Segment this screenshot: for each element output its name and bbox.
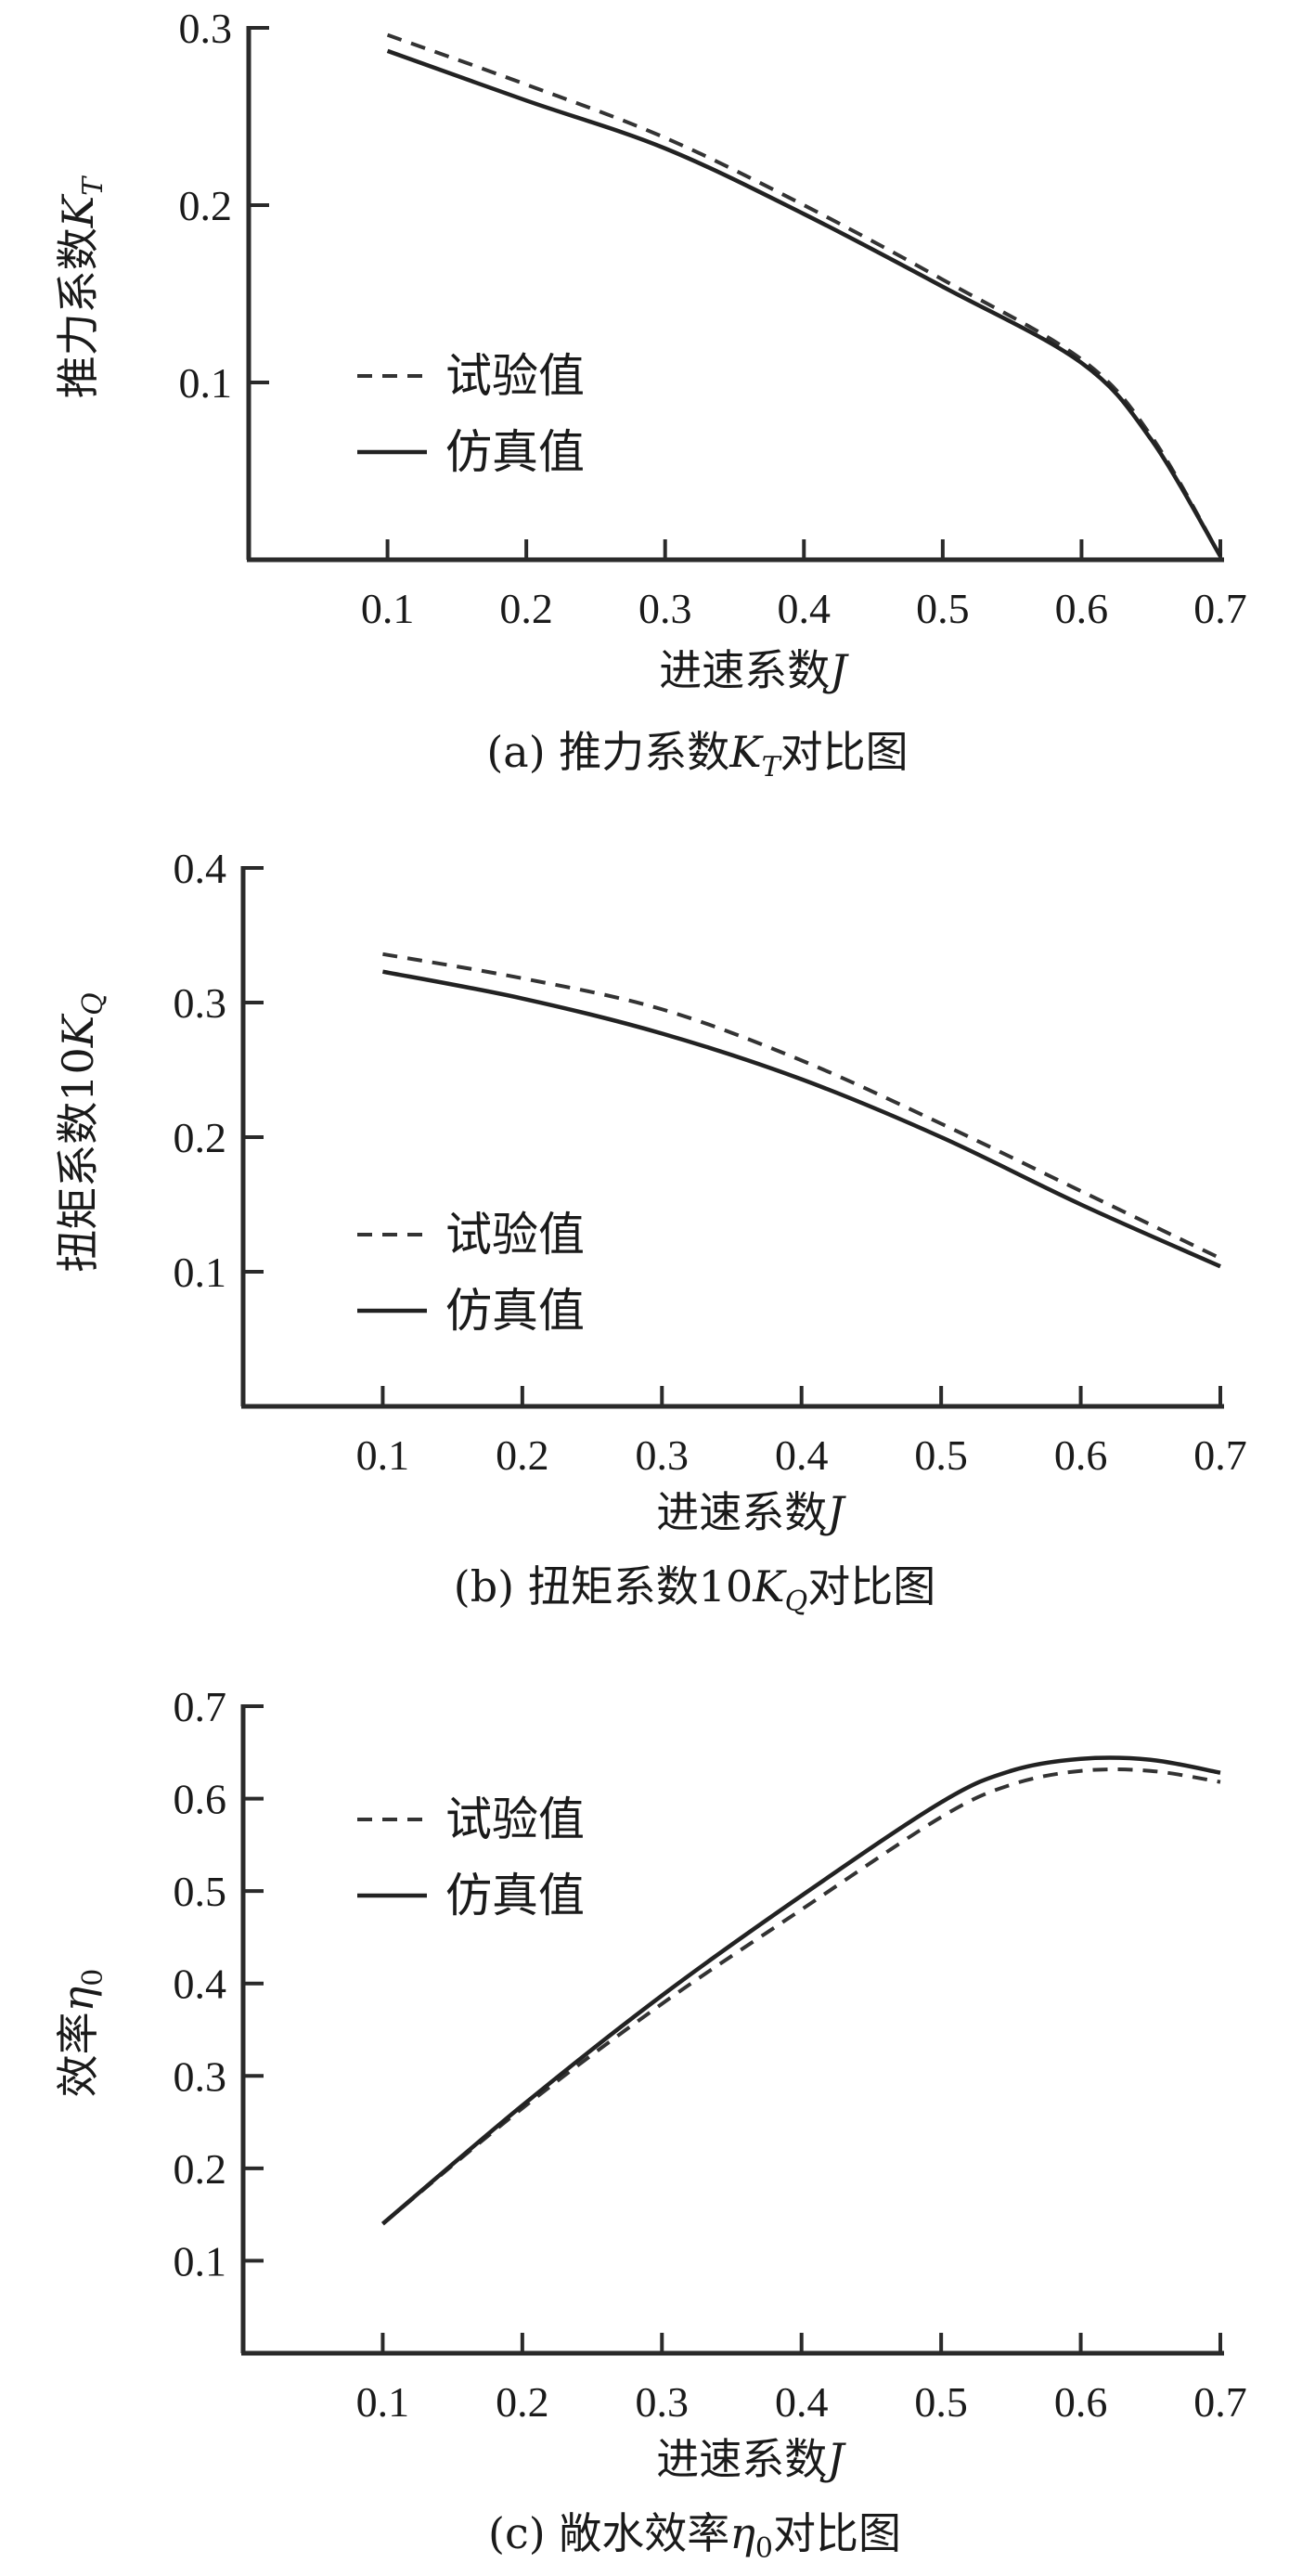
x-tick-label: 0.5 <box>914 2378 968 2426</box>
caption-prefix: (a) 推力系数 <box>486 727 729 777</box>
legend-label-experiment: 试验值 <box>445 349 585 403</box>
y-axis-title: 效率η0 <box>53 1969 110 2098</box>
y-axis-title-text: 效率 <box>53 2012 103 2097</box>
y-tick-label: 0.2 <box>174 2145 227 2193</box>
y-axis-title-symbol: η <box>53 1986 103 2012</box>
y-axis-title-text: 推力系数 <box>53 227 103 398</box>
legend-label-simulation: 仿真值 <box>445 1284 585 1338</box>
y-tick-label: 0.2 <box>174 1114 227 1161</box>
legend-label-experiment: 试验值 <box>445 1208 585 1262</box>
y-tick-label: 0.1 <box>179 359 233 407</box>
y-tick-label: 0.5 <box>174 1868 227 1915</box>
y-tick-label: 0.1 <box>174 1249 227 1296</box>
legend-label-simulation: 仿真值 <box>445 425 585 479</box>
y-axis-title-subscript: 0 <box>77 1969 110 1987</box>
caption-suffix: 对比图 <box>773 2508 901 2558</box>
x-tick-label: 0.7 <box>1193 585 1247 632</box>
x-tick-label: 0.6 <box>1055 585 1109 632</box>
y-tick-label: 0.1 <box>174 2237 227 2285</box>
x-tick-label: 0.1 <box>356 2378 410 2426</box>
chart-a: 0.1 0.2 0.3 0.1 0.2 0.3 0.4 0.5 0.6 0.7 试验值仿真值进速系数… <box>53 5 1247 783</box>
caption-subscript: T <box>762 751 782 783</box>
y-axis-title: 推力系数KT <box>53 175 110 398</box>
y-axis-title-subscript: Q <box>77 992 110 1016</box>
legend-label-experiment: 试验值 <box>445 1793 585 1846</box>
caption-subscript: 0 <box>755 2532 773 2565</box>
y-axis-title-subscript: T <box>77 175 110 196</box>
y-axis-title-symbol: K <box>53 1013 103 1048</box>
y-axis-title-symbol: K <box>53 193 103 228</box>
series-line-experiment <box>381 1767 1221 2226</box>
caption-symbol: η <box>729 2508 755 2558</box>
series-line-simulation <box>380 1755 1221 2226</box>
caption-suffix: 对比图 <box>780 727 909 777</box>
x-tick-label: 0.5 <box>916 585 970 632</box>
x-tick-label: 0.2 <box>499 585 553 632</box>
figure-caption: (a) 推力系数KT对比图 <box>486 727 908 783</box>
x-tick-label: 0.6 <box>1054 1431 1108 1479</box>
x-tick-label: 0.5 <box>914 1431 968 1479</box>
y-tick-label: 0.3 <box>174 2052 227 2100</box>
series-line-simulation <box>382 969 1221 1269</box>
x-tick-label: 0.7 <box>1193 1431 1247 1479</box>
x-axis-title: 进速系数J <box>656 2434 846 2484</box>
x-tick-label: 0.2 <box>496 2378 549 2426</box>
y-tick-label: 0.3 <box>179 5 233 52</box>
x-tick-label: 0.3 <box>636 1431 690 1479</box>
x-tick-label: 0.4 <box>775 2378 829 2426</box>
x-tick-label: 0.3 <box>636 2378 690 2426</box>
x-axis-title-text: 进速系数 <box>656 2434 827 2484</box>
caption-prefix: (b) 扭矩系数10 <box>454 1561 754 1612</box>
caption-prefix: (c) 敞水效率 <box>488 2508 729 2558</box>
x-axis-title: 进速系数J <box>659 645 849 695</box>
y-tick-label: 0.4 <box>174 1961 227 2008</box>
chart-c: 0.1 0.2 0.3 0.4 0.5 0.6 0.7 0.1 0.2 0.3 0.4 0.5 0.6 0… <box>53 1683 1247 2565</box>
figure-caption: (c) 敞水效率η0对比图 <box>488 2508 901 2565</box>
x-tick-label: 0.3 <box>638 585 692 632</box>
x-tick-label: 0.4 <box>778 585 832 632</box>
x-tick-label: 0.1 <box>361 585 415 632</box>
y-tick-label: 0.3 <box>174 979 227 1027</box>
x-axis-title-text: 进速系数 <box>659 645 830 695</box>
figure-caption: (b) 扭矩系数10KQ对比图 <box>454 1561 935 1618</box>
x-tick-label: 0.6 <box>1054 2378 1108 2426</box>
x-tick-label: 0.2 <box>496 1431 549 1479</box>
y-axis-title: 扭矩系数10KQ <box>53 992 110 1273</box>
caption-subscript: Q <box>785 1586 808 1618</box>
caption-suffix: 对比图 <box>807 1561 935 1612</box>
y-tick-label: 0.2 <box>179 182 233 229</box>
series-line-experiment <box>382 951 1221 1261</box>
x-tick-label: 0.1 <box>356 1431 410 1479</box>
y-axis-title-text: 扭矩系数10 <box>53 1047 103 1273</box>
y-tick-label: 0.4 <box>174 845 227 892</box>
chart-b: 0.1 0.2 0.3 0.4 0.1 0.2 0.3 0.4 0.5 0.6 0.7 试验值仿真值进… <box>53 845 1247 1618</box>
caption-symbol: K <box>752 1561 787 1612</box>
caption-symbol: K <box>728 727 764 777</box>
legend-label-simulation: 仿真值 <box>445 1869 585 1922</box>
x-tick-label: 0.7 <box>1193 2378 1247 2426</box>
y-tick-label: 0.7 <box>174 1683 227 1730</box>
x-axis-title-text: 进速系数 <box>656 1487 827 1537</box>
x-axis-title: 进速系数J <box>656 1487 846 1537</box>
series-line-experiment <box>386 32 1222 558</box>
x-tick-label: 0.4 <box>775 1431 829 1479</box>
series-line-simulation <box>386 48 1222 558</box>
y-tick-label: 0.6 <box>174 1776 227 1823</box>
